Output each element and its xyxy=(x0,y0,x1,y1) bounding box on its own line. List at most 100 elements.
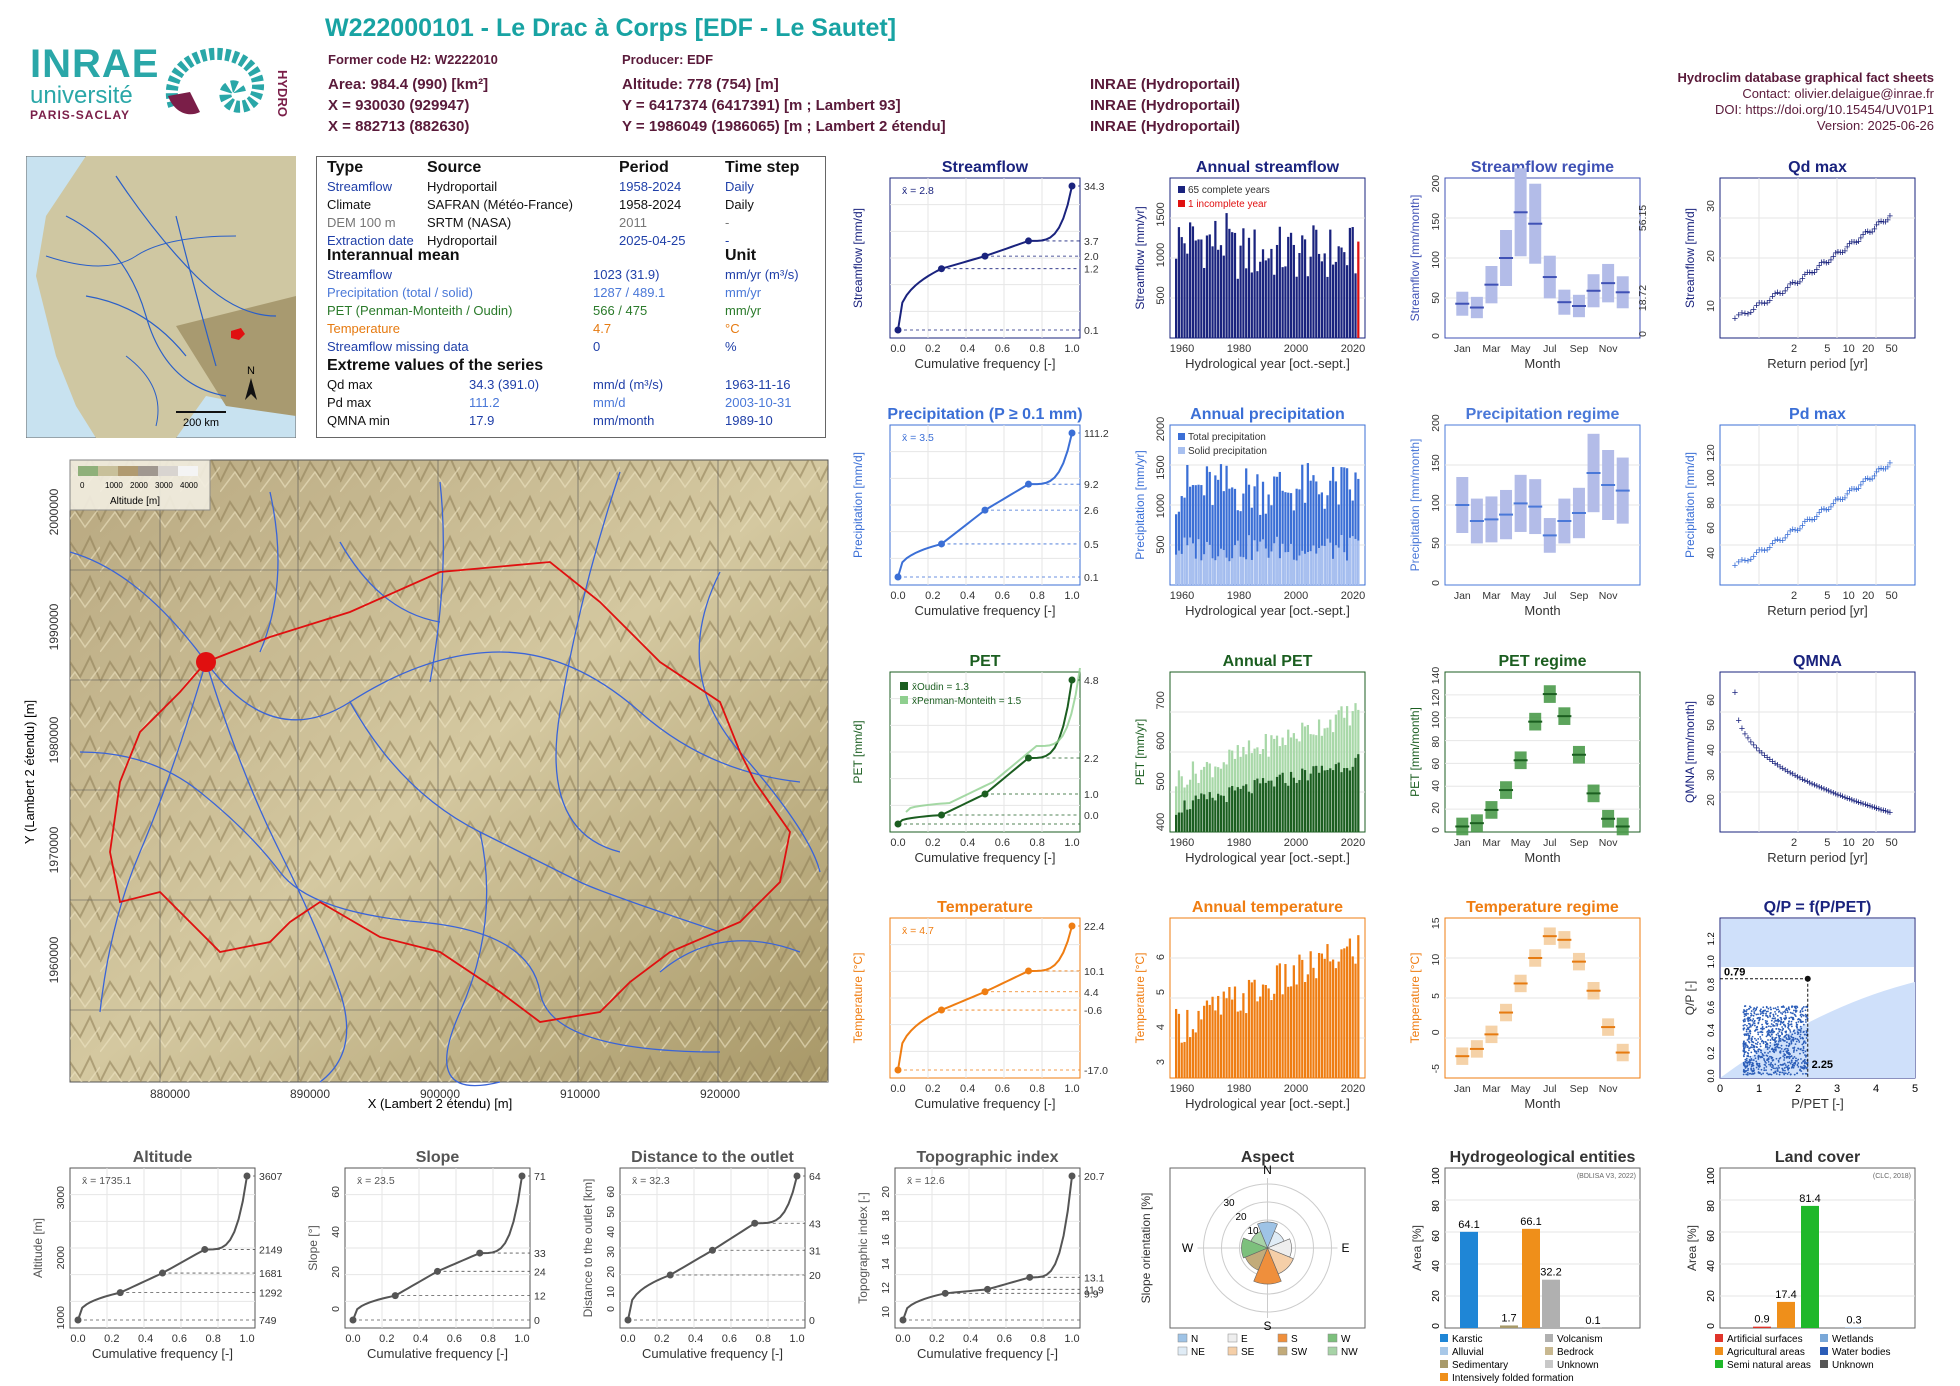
annual-bar xyxy=(1312,766,1315,832)
annual-bar xyxy=(1281,267,1284,338)
right-tick: 20 xyxy=(809,1270,821,1282)
annual-bar xyxy=(1315,553,1318,585)
x-axis-label: Return period [yr] xyxy=(1767,603,1867,618)
doi-link[interactable]: DOI: https://doi.org/10.15454/UV01P1 xyxy=(1715,102,1934,117)
y-tick: -5 xyxy=(1430,1064,1442,1073)
x-tick: 2 xyxy=(1791,590,1797,602)
y-axis-label: Precipitation [mm/month] xyxy=(1408,439,1422,572)
annual-bar xyxy=(1337,762,1340,832)
annual-bar xyxy=(1287,236,1290,338)
annual-bar xyxy=(1200,485,1203,585)
x-lambert2e: X = 882713 (882630) xyxy=(328,118,470,135)
annual-bar xyxy=(1312,225,1315,338)
quantile-point xyxy=(1068,429,1076,437)
return-period-point: + xyxy=(1792,770,1798,782)
category-bar xyxy=(1522,1228,1540,1328)
y-tick: 3 xyxy=(1155,1059,1167,1065)
aspect-legend-entry: NE xyxy=(1191,1347,1205,1358)
extreme-row-cell: mm/month xyxy=(593,413,655,428)
return-period-point: + xyxy=(1855,797,1861,809)
return-period-point: + xyxy=(1878,216,1884,228)
quantile-point xyxy=(938,265,945,273)
x-axis-label: Month xyxy=(1524,603,1560,618)
altitude: Altitude: 778 (754) [m] xyxy=(622,76,779,93)
right-tick: 9.9 xyxy=(1084,1288,1099,1300)
return-period-point: + xyxy=(1839,494,1845,506)
chart-title: QMNA xyxy=(1793,653,1842,670)
return-period-point: + xyxy=(1862,799,1868,811)
annual-bar xyxy=(1289,232,1293,338)
category-legend-entry: Artificial surfaces xyxy=(1727,1334,1803,1345)
y-axis-label: Temperature [°C] xyxy=(1133,953,1147,1044)
bar-value-label: 17.4 xyxy=(1775,1289,1796,1301)
annual-bar xyxy=(1211,996,1214,1078)
return-period-point: + xyxy=(1835,789,1841,801)
return-period-point: + xyxy=(1802,516,1808,528)
y-axis-label: Streamflow [mm/d] xyxy=(851,208,865,308)
month-tick: Jan xyxy=(1454,590,1471,602)
category-legend-entry: Bedrock xyxy=(1557,1347,1595,1358)
annual-bar xyxy=(1309,551,1312,585)
x-axis-label: Cumulative frequency [-] xyxy=(642,1346,783,1361)
chart-title: Streamflow regime xyxy=(1471,159,1614,176)
x-tick: 1980 xyxy=(1227,837,1251,849)
extreme-row-cell: QMNA min xyxy=(327,413,390,428)
x-tick: 3 xyxy=(1834,1083,1840,1095)
x-tick: 0.0 xyxy=(345,1333,360,1345)
x-axis-label: P/PET [-] xyxy=(1791,1096,1844,1111)
y-axis-label: Slope orientation [%] xyxy=(1139,1193,1153,1304)
return-period-point: + xyxy=(1849,236,1855,248)
quantile-point xyxy=(984,1285,991,1293)
annual-bar xyxy=(1295,276,1298,338)
return-period-point: + xyxy=(1809,515,1815,527)
annual-bar xyxy=(1247,791,1251,832)
annual-bar xyxy=(1247,979,1251,1078)
x-axis-label: Return period [yr] xyxy=(1767,356,1867,371)
annual-bar xyxy=(1340,772,1343,832)
annual-bar xyxy=(1357,540,1360,585)
annual-bar xyxy=(1275,536,1279,585)
aspect-legend-entry: N xyxy=(1191,1334,1198,1345)
x-tick: 0.6 xyxy=(997,1333,1012,1345)
info-row-cell: 2011 xyxy=(619,215,647,230)
x-tick: 0.4 xyxy=(960,343,975,355)
right-tick: 20.7 xyxy=(1084,1171,1105,1183)
annual-bar xyxy=(1242,557,1245,585)
return-period-point: + xyxy=(1869,473,1875,485)
annual-bar xyxy=(1264,548,1267,585)
return-period-point: + xyxy=(1867,227,1873,239)
info-row-cell: - xyxy=(725,215,730,230)
x-tick: 2020 xyxy=(1341,837,1365,849)
y-tick: 120 xyxy=(1705,444,1717,462)
annual-bar xyxy=(1315,978,1318,1078)
return-period-point: + xyxy=(1777,288,1783,300)
x-tick: 10 xyxy=(1843,837,1855,849)
x-tick: 1 xyxy=(1756,1083,1762,1095)
y-tick: 30 xyxy=(1705,200,1717,212)
svg-text:0: 0 xyxy=(605,1306,617,1312)
annual-bar xyxy=(1337,961,1340,1078)
return-period-point: + xyxy=(1802,269,1808,281)
return-period-point: + xyxy=(1821,257,1827,269)
y-axis-label: PET [mm/month] xyxy=(1408,707,1422,797)
annual-bar xyxy=(1175,258,1178,338)
north-arrow-icon xyxy=(245,378,257,400)
return-period-point: + xyxy=(1799,273,1805,285)
category-bar xyxy=(1777,1301,1795,1328)
x-tick: 1.0 xyxy=(1064,343,1079,355)
category-legend-entry: Karstic xyxy=(1452,1334,1483,1345)
y-axis-label: QMNA [mm/month] xyxy=(1683,701,1697,803)
annual-bar xyxy=(1233,545,1237,585)
annual-bar xyxy=(1295,560,1298,585)
return-period-point: + xyxy=(1764,752,1770,764)
y-tick: 1000 xyxy=(1155,243,1167,267)
right-tick: 18.72 xyxy=(1637,285,1649,311)
y-axis-label: Distance to the outlet [km] xyxy=(581,1179,595,1318)
annual-bar xyxy=(1194,240,1197,338)
y-tick: 50 xyxy=(1430,292,1442,304)
month-tick: Jul xyxy=(1543,343,1556,355)
scale-bar-label: 200 km xyxy=(183,417,219,429)
annual-bar xyxy=(1211,505,1214,585)
map-x-tick: 880000 xyxy=(150,1087,190,1101)
annual-bar xyxy=(1183,800,1186,832)
